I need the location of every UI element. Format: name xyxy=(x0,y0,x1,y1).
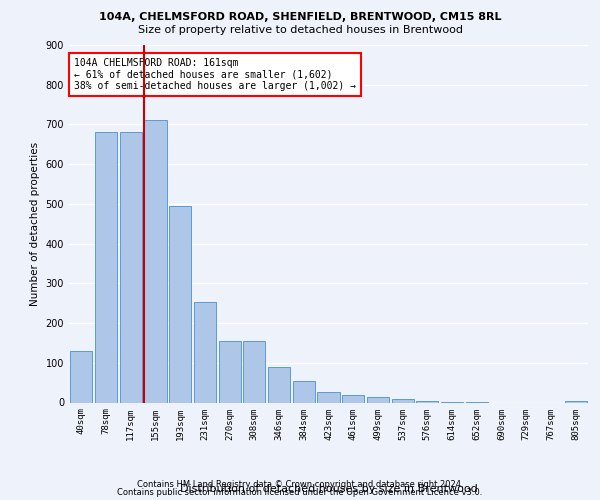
Bar xyxy=(95,132,117,402)
Text: 104A CHELMSFORD ROAD: 161sqm
← 61% of detached houses are smaller (1,602)
38% of: 104A CHELMSFORD ROAD: 161sqm ← 61% of de… xyxy=(74,58,356,90)
Bar xyxy=(243,341,265,402)
Bar xyxy=(218,341,241,402)
Text: Contains HM Land Registry data © Crown copyright and database right 2024.: Contains HM Land Registry data © Crown c… xyxy=(137,480,463,489)
Bar xyxy=(392,400,414,402)
Bar xyxy=(342,396,364,402)
Bar xyxy=(565,400,587,402)
Text: Size of property relative to detached houses in Brentwood: Size of property relative to detached ho… xyxy=(137,25,463,35)
Bar xyxy=(367,396,389,402)
Bar xyxy=(293,380,315,402)
Bar xyxy=(70,351,92,403)
Bar xyxy=(317,392,340,402)
Bar xyxy=(268,367,290,402)
Bar xyxy=(416,401,439,402)
Bar xyxy=(145,120,167,402)
Text: Contains public sector information licensed under the Open Government Licence v3: Contains public sector information licen… xyxy=(118,488,482,497)
Y-axis label: Number of detached properties: Number of detached properties xyxy=(30,142,40,306)
Bar xyxy=(169,206,191,402)
Bar xyxy=(194,302,216,402)
X-axis label: Distribution of detached houses by size in Brentwood: Distribution of detached houses by size … xyxy=(179,484,478,494)
Text: 104A, CHELMSFORD ROAD, SHENFIELD, BRENTWOOD, CM15 8RL: 104A, CHELMSFORD ROAD, SHENFIELD, BRENTW… xyxy=(99,12,501,22)
Bar xyxy=(119,132,142,402)
